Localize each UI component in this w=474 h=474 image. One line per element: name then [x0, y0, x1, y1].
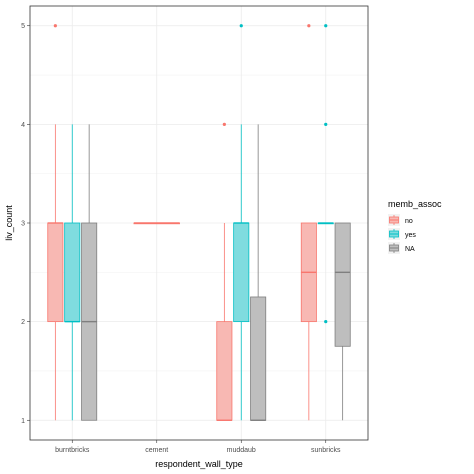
- box-NA-sunbricks: [334, 222, 351, 421]
- box-no-muddaub: [216, 122, 233, 421]
- y-tick-label: 4: [21, 122, 25, 129]
- box-plots: [47, 24, 351, 421]
- y-tick-label: 3: [21, 221, 25, 228]
- outlier-point: [53, 24, 57, 28]
- y-tick-label: 2: [21, 319, 25, 326]
- x-tick-label: muddaub: [227, 447, 256, 454]
- box-body: [64, 222, 81, 323]
- legend-label: no: [405, 218, 413, 225]
- outlier-point: [324, 24, 328, 28]
- x-axis: burntbricks cement muddaub sunbricks: [55, 440, 341, 454]
- box-NA-muddaub: [250, 124, 267, 421]
- legend-title: memb_assoc: [388, 199, 442, 209]
- box-body: [216, 321, 233, 421]
- legend-label: yes: [405, 232, 416, 239]
- box-body: [233, 222, 250, 323]
- y-axis: 1 2 3 4 5: [21, 23, 30, 425]
- box-body: [47, 222, 64, 323]
- legend-key: [388, 242, 400, 254]
- outlier-point: [222, 122, 226, 126]
- box-no-cement: [133, 222, 180, 225]
- y-tick-label: 1: [21, 418, 25, 425]
- outlier-point: [239, 24, 243, 28]
- box-yes-sunbricks: [317, 24, 334, 324]
- outlier-point: [307, 24, 311, 28]
- legend-key: [388, 228, 400, 240]
- box-no-sunbricks: [300, 24, 317, 421]
- legend-label: NA: [405, 246, 415, 253]
- box-NA-burntbricks: [81, 124, 98, 421]
- x-tick-label: burntbricks: [55, 447, 90, 454]
- box-yes-burntbricks: [64, 124, 81, 421]
- legend: memb_assoc no yes NA: [388, 199, 442, 254]
- box-body: [334, 222, 351, 347]
- x-axis-title: respondent_wall_type: [155, 459, 243, 469]
- outlier-point: [324, 122, 328, 126]
- x-tick-label: sunbricks: [311, 447, 341, 454]
- plot-area: [29, 5, 369, 441]
- box-body: [250, 296, 267, 421]
- legend-key: [388, 214, 400, 226]
- box-no-burntbricks: [47, 24, 64, 421]
- box-yes-muddaub: [233, 24, 250, 421]
- outlier-point: [324, 320, 328, 324]
- x-tick-label: cement: [145, 447, 168, 454]
- y-tick-label: 5: [21, 23, 25, 30]
- y-axis-title: liv_count: [4, 205, 14, 241]
